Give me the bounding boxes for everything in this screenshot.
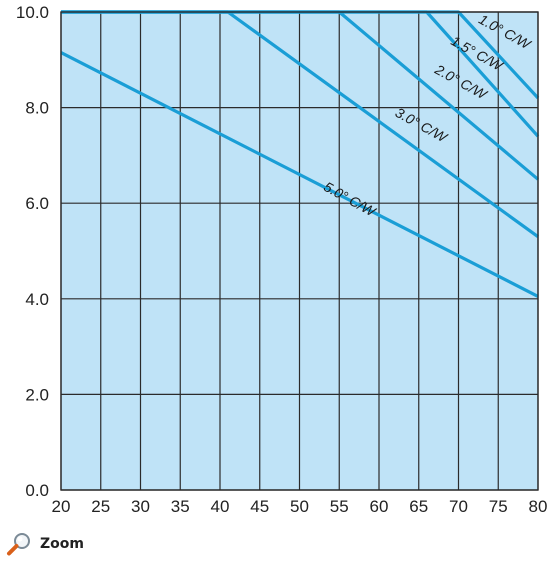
x-tick-label-50: 50 (290, 497, 309, 516)
y-tick-label-0.0: 0.0 (25, 481, 49, 500)
x-tick-label-25: 25 (91, 497, 110, 516)
y-tick-label-6.0: 6.0 (25, 194, 49, 213)
x-tick-label-80: 80 (529, 497, 548, 516)
y-tick-label-8.0: 8.0 (25, 99, 49, 118)
x-tick-label-75: 75 (489, 497, 508, 516)
x-tick-label-30: 30 (131, 497, 150, 516)
x-tick-label-70: 70 (449, 497, 468, 516)
y-tick-label-2.0: 2.0 (25, 385, 49, 404)
magnifier-icon (7, 533, 30, 556)
series-line-4 (60, 51, 539, 298)
plot-border (60, 11, 539, 491)
x-tick-label-55: 55 (330, 497, 349, 516)
x-tick-label-20: 20 (52, 497, 71, 516)
y-tick-label-4.0: 4.0 (25, 290, 49, 309)
zoom-label: Zoom (40, 536, 84, 552)
x-tick-label-65: 65 (409, 497, 428, 516)
x-tick-label-40: 40 (211, 497, 230, 516)
zoom-button[interactable]: Zoom (6, 532, 84, 556)
x-axis-ticks: 20 25 30 35 40 45 50 55 60 65 70 75 80 (52, 497, 548, 516)
x-tick-label-45: 45 (250, 497, 269, 516)
y-tick-label-10.0: 10.0 (16, 3, 49, 22)
x-tick-label-35: 35 (171, 497, 190, 516)
x-tick-label-60: 60 (370, 497, 389, 516)
y-axis-ticks: 0.0 2.0 4.0 6.0 8.0 10.0 (16, 3, 49, 500)
chart: 1.0° C/W1.5° C/W2.0° C/W3.0° C/W5.0° C/W… (16, 3, 548, 516)
